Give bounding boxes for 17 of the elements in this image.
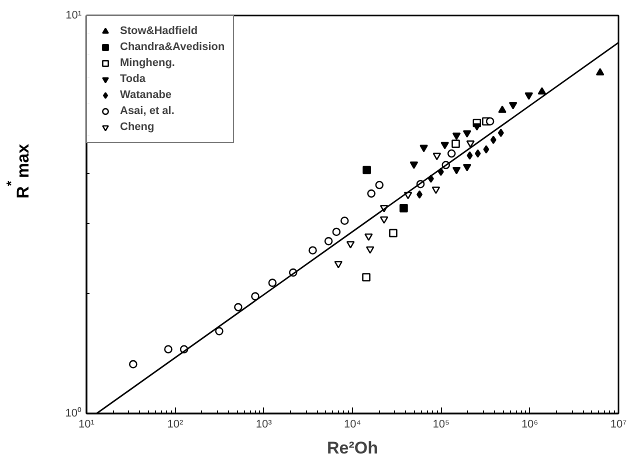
legend-label: Watanabe [120,88,172,102]
legend-label: Chandra&Avedision [120,40,225,54]
x-axis-title: Re²Oh [327,438,378,458]
legend-label: Mingheng. [120,56,175,70]
x-tick-label: 10³ [256,418,272,430]
legend-label: Asai, et al. [120,104,174,118]
x-tick-label: 10⁶ [521,418,538,430]
x-tick-label: 10² [167,418,184,430]
x-tick-label: 10⁴ [344,418,362,430]
x-tick-label: 10⁷ [610,418,627,430]
legend-label: Cheng [120,120,154,134]
legend-label: Stow&Hadfield [120,24,198,38]
x-tick-label: 10¹ [78,418,95,430]
legend-label: Toda [120,72,146,86]
y-axis-title: R*max [4,143,32,198]
x-tick-label: 10⁵ [432,418,450,430]
y-tick-label: 10⁰ [65,406,82,420]
